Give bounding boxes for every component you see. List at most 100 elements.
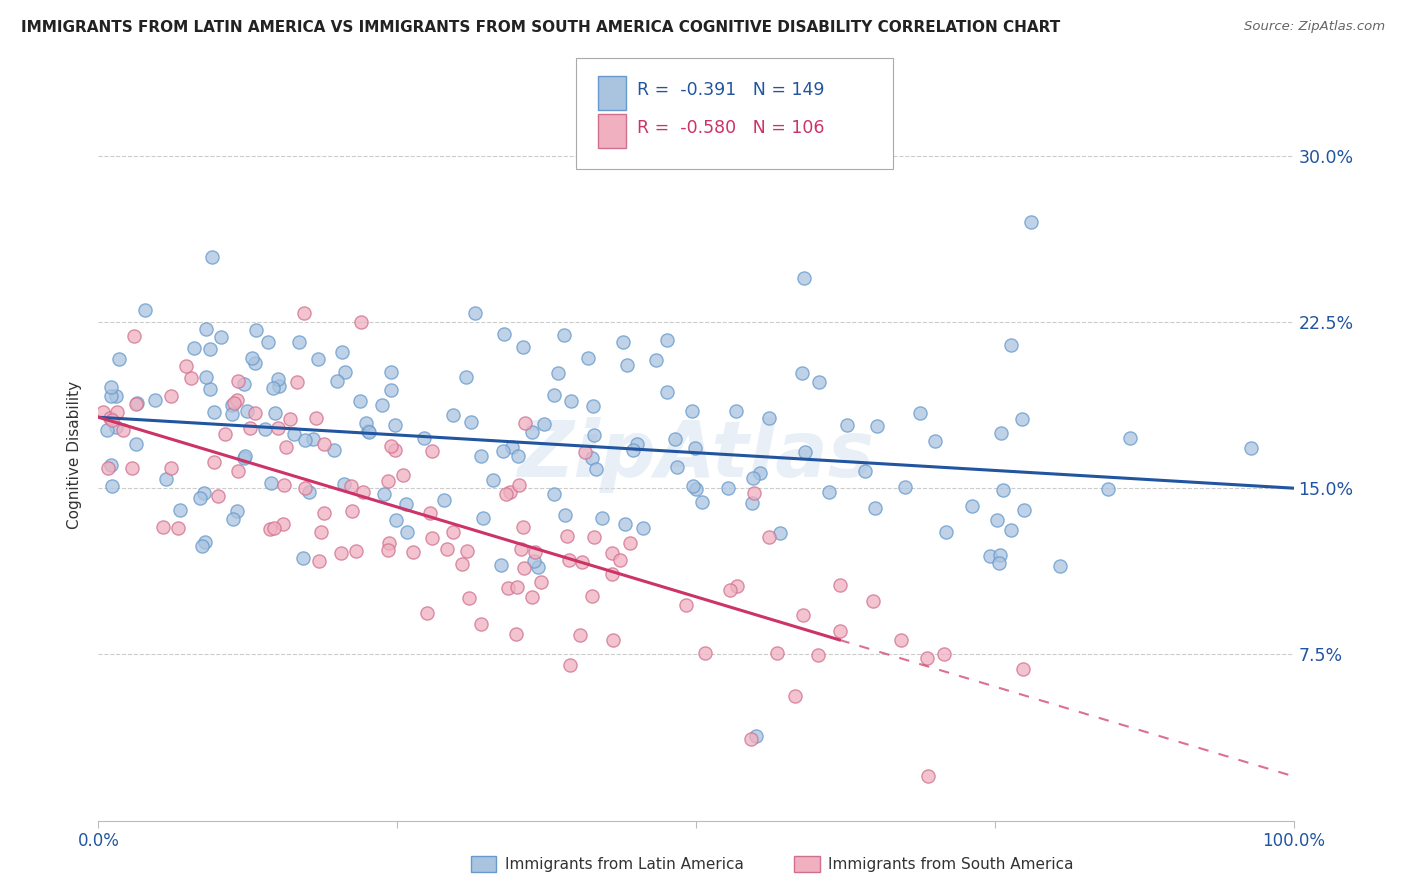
Point (533, 417, 555, 432)
Point (523, 545, 546, 559)
Point (792, 608, 814, 623)
Point (100, 458, 122, 473)
Point (236, 404, 259, 418)
Point (837, 417, 859, 432)
Point (302, 432, 325, 446)
Text: ZipAtlas: ZipAtlas (517, 417, 875, 493)
Point (794, 445, 817, 459)
Point (853, 464, 876, 478)
Point (828, 578, 851, 592)
Point (657, 385, 679, 400)
Point (793, 270, 815, 285)
Point (433, 493, 456, 508)
Point (105, 405, 128, 419)
Point (377, 474, 399, 488)
Point (395, 497, 418, 511)
Point (240, 351, 263, 365)
Point (742, 471, 765, 485)
Point (264, 406, 287, 420)
Point (352, 484, 374, 499)
Point (202, 405, 225, 419)
Point (962, 499, 984, 513)
Point (344, 544, 367, 558)
Point (560, 657, 582, 672)
Point (259, 522, 281, 536)
Point (350, 315, 373, 329)
Point (309, 524, 332, 539)
Point (481, 473, 503, 487)
Point (419, 506, 441, 520)
Point (254, 422, 277, 436)
Point (1019, 215, 1042, 229)
Point (373, 486, 395, 500)
Point (371, 398, 394, 412)
Point (441, 524, 464, 539)
Point (862, 594, 884, 608)
Point (121, 460, 143, 475)
Point (209, 330, 232, 344)
Point (492, 443, 515, 458)
Point (758, 530, 780, 544)
Point (807, 375, 830, 389)
Point (354, 417, 377, 431)
Point (314, 506, 336, 520)
Point (758, 411, 780, 425)
Point (330, 546, 353, 560)
Point (385, 513, 408, 527)
Point (682, 478, 704, 492)
Point (333, 365, 356, 379)
Point (1119, 431, 1142, 445)
Point (260, 475, 283, 490)
Point (508, 477, 530, 491)
Point (718, 583, 741, 598)
Point (340, 479, 363, 493)
Point (183, 341, 205, 355)
Point (243, 406, 266, 420)
Point (600, 546, 623, 560)
Point (278, 411, 301, 425)
Point (581, 451, 603, 466)
Point (267, 379, 290, 393)
Point (298, 485, 321, 500)
Point (554, 508, 576, 522)
Point (100, 479, 122, 493)
Point (526, 560, 548, 574)
Point (96, 423, 118, 437)
Point (769, 526, 792, 541)
Point (783, 689, 806, 703)
Point (125, 395, 148, 409)
Point (492, 327, 515, 342)
Point (97, 461, 120, 475)
Point (470, 449, 492, 463)
Point (193, 486, 215, 500)
Point (683, 442, 706, 456)
Point (460, 415, 482, 429)
Point (380, 383, 402, 397)
Point (894, 479, 917, 493)
Point (585, 462, 607, 476)
Point (471, 511, 494, 525)
Point (745, 730, 768, 744)
Point (1049, 559, 1071, 574)
Point (741, 496, 763, 510)
Text: R =  -0.580   N = 106: R = -0.580 N = 106 (637, 120, 824, 137)
Point (792, 366, 814, 380)
Point (626, 437, 648, 451)
Point (1240, 441, 1263, 455)
Point (194, 534, 217, 549)
Point (176, 359, 198, 374)
Point (986, 513, 1008, 527)
Point (441, 408, 464, 422)
Point (392, 468, 415, 483)
Point (263, 521, 285, 535)
Y-axis label: Cognitive Disability: Cognitive Disability (67, 381, 83, 529)
Point (305, 411, 328, 425)
Point (105, 389, 128, 403)
Point (727, 579, 749, 593)
Point (456, 370, 478, 384)
Point (553, 327, 575, 342)
Point (619, 536, 641, 550)
Point (495, 487, 517, 501)
Point (416, 607, 439, 621)
Point (207, 489, 229, 503)
